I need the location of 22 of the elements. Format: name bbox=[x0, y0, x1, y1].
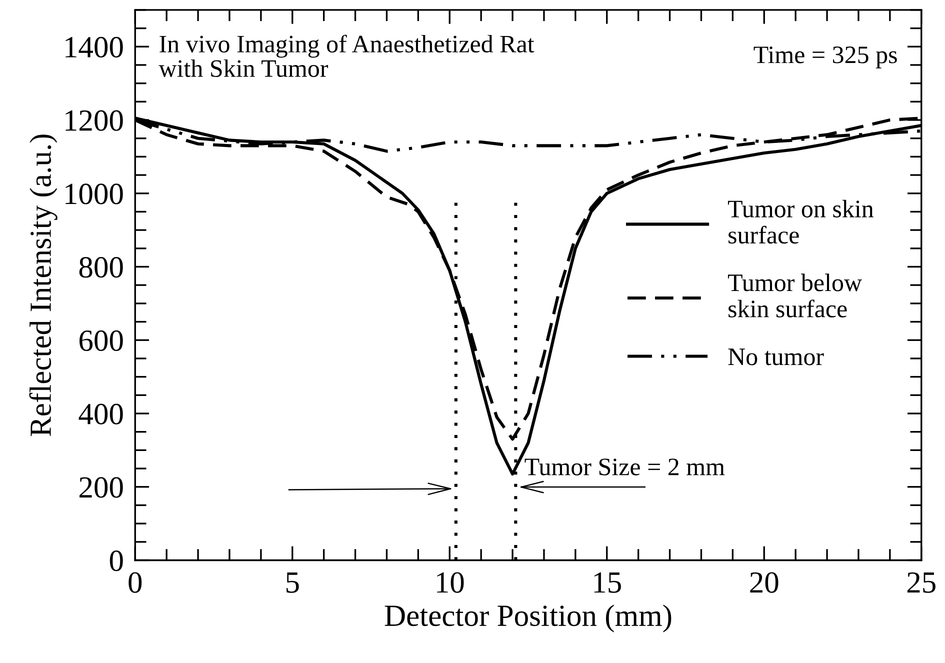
y-axis-title: Reflected Intensity (a.u.) bbox=[29, 134, 58, 436]
y-tick-label: 600 bbox=[80, 330, 123, 352]
x-tick-label: 20 bbox=[750, 572, 778, 593]
x-tick-label: 5 bbox=[286, 572, 299, 593]
y-tick-label: 1000 bbox=[66, 184, 123, 204]
x-axis-title: Detector Position (mm) bbox=[384, 604, 672, 632]
x-tick-label: 0 bbox=[128, 572, 142, 593]
y-tick-label: 0 bbox=[110, 550, 123, 572]
annotation: In vivo Imaging of Anaesthetized Rat with Skin Tumor bbox=[158, 34, 534, 78]
annotation: Tumor Size = 2 mm bbox=[524, 458, 725, 476]
x-tick-label: 25 bbox=[907, 572, 936, 593]
legend-label: Tumor on skin surface bbox=[728, 200, 874, 244]
y-tick-label: 200 bbox=[80, 477, 123, 498]
y-tick-label: 800 bbox=[79, 257, 123, 278]
y-tick-label: 1400 bbox=[66, 36, 123, 58]
y-tick-label: 400 bbox=[78, 404, 123, 424]
legend-label: Tumor below skin surface bbox=[728, 274, 862, 318]
x-tick-label: 10 bbox=[437, 572, 464, 593]
annotation: Time = 325 ps bbox=[754, 46, 897, 68]
x-tick-label: 15 bbox=[594, 572, 621, 593]
legend-label: No tumor bbox=[728, 348, 824, 366]
y-tick-label: 1200 bbox=[66, 110, 123, 131]
